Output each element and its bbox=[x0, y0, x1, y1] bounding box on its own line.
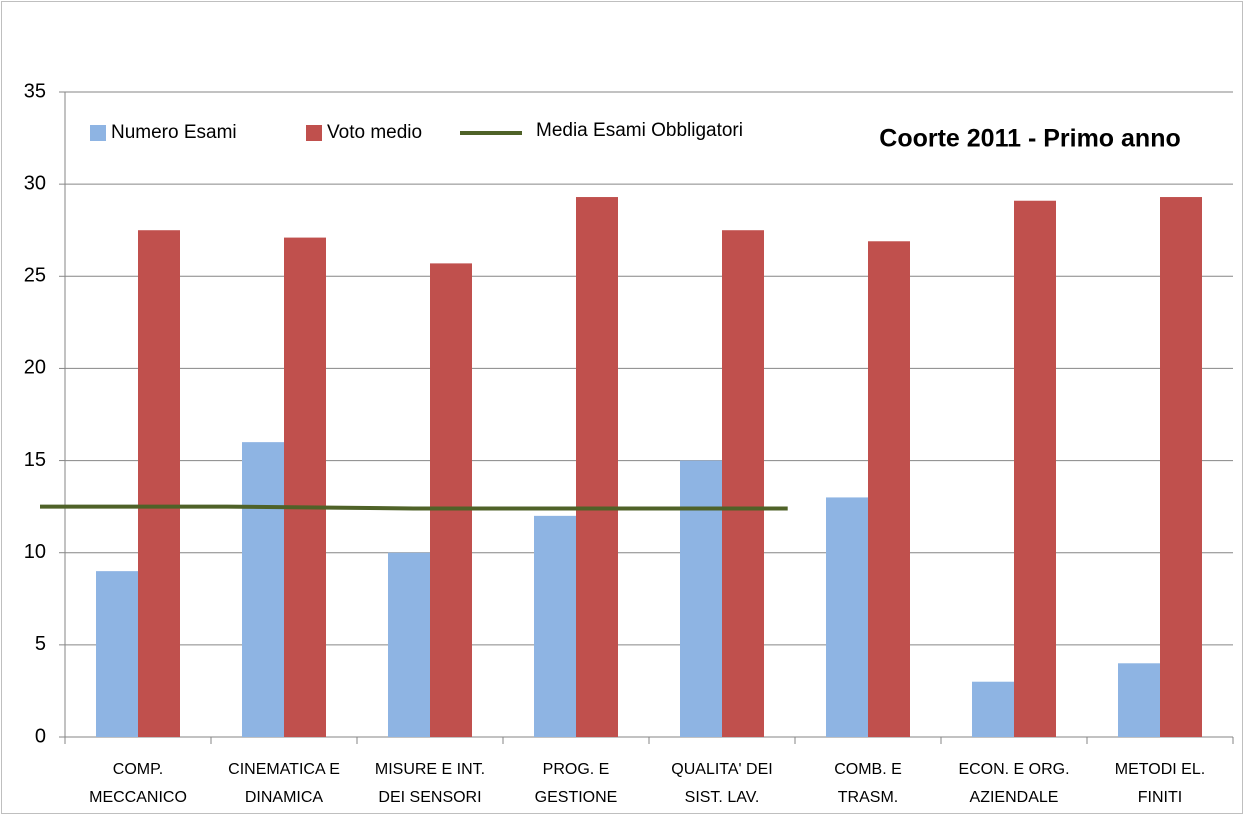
bar bbox=[868, 241, 910, 737]
bar bbox=[1118, 663, 1160, 737]
x-tick-label: DEI SENSORI bbox=[378, 789, 481, 806]
x-tick-label: CINEMATICA E bbox=[228, 761, 340, 778]
bar bbox=[1014, 200, 1056, 737]
bar bbox=[826, 497, 868, 737]
x-tick-label: ECON. E ORG. bbox=[958, 761, 1069, 778]
bar bbox=[680, 460, 722, 737]
y-tick-label: 25 bbox=[24, 265, 46, 287]
chart-title: Coorte 2011 - Primo anno bbox=[879, 125, 1180, 153]
x-tick-label: AZIENDALE bbox=[970, 789, 1059, 806]
y-tick-label: 10 bbox=[24, 541, 46, 563]
bar bbox=[430, 263, 472, 737]
line-series bbox=[40, 504, 788, 511]
bar bbox=[534, 515, 576, 737]
x-tick-label: METODI EL. bbox=[1115, 761, 1205, 778]
bar bbox=[576, 197, 618, 738]
bar bbox=[138, 230, 180, 737]
x-tick-label: DINAMICA bbox=[245, 789, 324, 806]
y-tick-label: 20 bbox=[24, 357, 46, 379]
x-tick-label: COMP. bbox=[113, 761, 163, 778]
y-tick-label: 15 bbox=[24, 449, 46, 471]
x-tick-label: SIST. LAV. bbox=[685, 789, 760, 806]
x-tick-label: PROG. E bbox=[543, 761, 610, 778]
bar bbox=[722, 230, 764, 737]
legend-label: Voto medio bbox=[327, 122, 422, 143]
x-tick-label: TRASM. bbox=[838, 789, 898, 806]
x-tick-label: COMB. E bbox=[834, 761, 902, 778]
bar bbox=[388, 552, 430, 737]
bar bbox=[242, 442, 284, 737]
bar bbox=[96, 571, 138, 737]
bar bbox=[284, 237, 326, 738]
bar bbox=[1160, 197, 1202, 738]
y-tick-label: 30 bbox=[24, 172, 46, 194]
y-tick-label: 5 bbox=[35, 633, 46, 655]
y-tick-label: 35 bbox=[24, 80, 46, 102]
x-tick-label: FINITI bbox=[1138, 789, 1182, 806]
legend-swatch bbox=[306, 125, 322, 141]
legend-swatch bbox=[90, 125, 106, 141]
x-tick-label: GESTIONE bbox=[535, 789, 618, 806]
y-tick-label: 0 bbox=[35, 725, 46, 747]
bar bbox=[972, 681, 1014, 737]
x-tick-label: MECCANICO bbox=[89, 789, 187, 806]
legend-label: Media Esami Obbligatori bbox=[536, 120, 743, 141]
x-tick-label: QUALITA' DEI bbox=[671, 761, 772, 778]
x-tick-label: MISURE E INT. bbox=[375, 761, 485, 778]
legend-label: Numero Esami bbox=[111, 122, 237, 143]
